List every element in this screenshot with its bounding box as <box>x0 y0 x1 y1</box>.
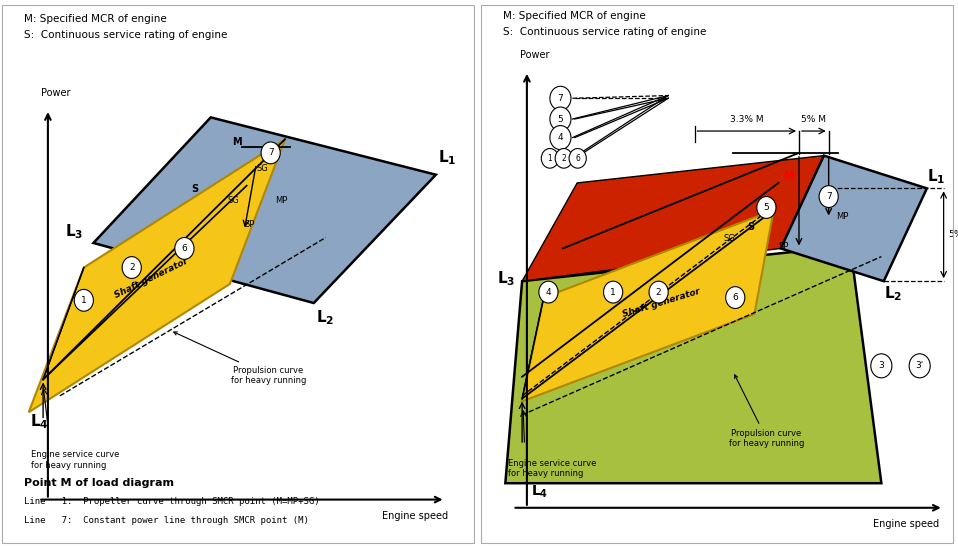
Text: Line   7:  Constant power line through SMCR point (M): Line 7: Constant power line through SMCR… <box>24 516 308 525</box>
Text: Engine service curve
for heavy running: Engine service curve for heavy running <box>31 450 120 470</box>
Text: 6: 6 <box>181 244 188 253</box>
Text: Power: Power <box>519 50 549 60</box>
Circle shape <box>757 197 776 218</box>
Text: Propulsion curve
for heavy running: Propulsion curve for heavy running <box>729 375 804 448</box>
Circle shape <box>541 149 559 168</box>
Text: SP: SP <box>244 221 255 229</box>
Circle shape <box>649 281 669 303</box>
Text: SG: SG <box>227 196 240 205</box>
Text: 5% M: 5% M <box>801 116 827 124</box>
Text: 7: 7 <box>826 192 832 201</box>
Circle shape <box>174 238 194 259</box>
Text: 2: 2 <box>561 154 566 163</box>
Text: $\mathbf{L_2}$: $\mathbf{L_2}$ <box>316 308 334 327</box>
Text: 5: 5 <box>558 115 563 123</box>
Text: Shaft generator: Shaft generator <box>621 287 701 319</box>
Circle shape <box>819 186 838 207</box>
Text: 4: 4 <box>558 133 563 142</box>
Text: $\mathbf{L_2}$: $\mathbf{L_2}$ <box>883 284 902 302</box>
Text: Propulsion curve
for heavy running: Propulsion curve for heavy running <box>173 332 306 385</box>
Text: S:  Continuous service rating of engine: S: Continuous service rating of engine <box>24 30 227 40</box>
Circle shape <box>569 149 586 168</box>
Text: M: M <box>784 171 794 181</box>
Text: $\mathbf{L_4}$: $\mathbf{L_4}$ <box>531 483 548 500</box>
Text: 6: 6 <box>575 154 581 163</box>
Circle shape <box>538 281 558 303</box>
Text: Engine speed: Engine speed <box>381 511 447 520</box>
Circle shape <box>550 107 571 131</box>
Text: $\mathbf{L_3}$: $\mathbf{L_3}$ <box>65 223 83 241</box>
Polygon shape <box>29 139 285 412</box>
Text: SG: SG <box>723 234 736 243</box>
Text: 4: 4 <box>546 288 551 296</box>
Text: S:  Continuous service rating of engine: S: Continuous service rating of engine <box>503 27 706 37</box>
Text: Point M of load diagram: Point M of load diagram <box>24 478 174 488</box>
Text: Power: Power <box>40 88 70 98</box>
Circle shape <box>550 126 571 150</box>
Circle shape <box>261 142 280 164</box>
Text: 6: 6 <box>732 293 739 302</box>
Polygon shape <box>506 246 881 483</box>
Text: SP: SP <box>778 242 788 251</box>
Text: S: S <box>747 222 754 232</box>
Text: 1: 1 <box>80 296 87 305</box>
Circle shape <box>909 354 930 378</box>
Text: 1: 1 <box>610 288 616 296</box>
Text: S: S <box>192 184 198 194</box>
Text: $\mathbf{L_1}$: $\mathbf{L_1}$ <box>438 148 457 167</box>
Circle shape <box>726 287 745 308</box>
Text: Line   1:  Propeller curve through SMCR point (M=MP+SG): Line 1: Propeller curve through SMCR poi… <box>24 497 320 506</box>
Text: SG: SG <box>257 164 268 173</box>
Text: 3.3% M: 3.3% M <box>730 116 764 124</box>
Text: MP: MP <box>835 212 848 221</box>
Text: 5% $L_1$: 5% $L_1$ <box>948 229 958 241</box>
Polygon shape <box>781 156 926 281</box>
Polygon shape <box>522 210 774 401</box>
Circle shape <box>604 281 623 303</box>
Text: M: M <box>232 138 241 147</box>
Text: 3': 3' <box>916 361 924 370</box>
Circle shape <box>556 149 572 168</box>
Text: 3: 3 <box>878 361 884 370</box>
Polygon shape <box>93 117 436 303</box>
Polygon shape <box>522 156 824 281</box>
Text: M: Specified MCR of engine: M: Specified MCR of engine <box>503 11 646 21</box>
Text: $\mathbf{L_1}$: $\mathbf{L_1}$ <box>926 167 946 186</box>
Text: Engine speed: Engine speed <box>873 519 939 529</box>
Circle shape <box>74 289 93 311</box>
Circle shape <box>123 257 142 278</box>
Text: 7: 7 <box>267 149 274 157</box>
Text: MP: MP <box>275 196 287 205</box>
Text: 2: 2 <box>129 263 134 272</box>
Text: $\mathbf{L_3}$: $\mathbf{L_3}$ <box>496 269 514 288</box>
Text: 7: 7 <box>558 94 563 103</box>
Text: 5: 5 <box>764 203 769 212</box>
Circle shape <box>550 86 571 110</box>
Text: $\mathbf{L_4}$: $\mathbf{L_4}$ <box>30 412 49 431</box>
Text: Shaft generator: Shaft generator <box>113 257 189 300</box>
Text: M: Specified MCR of engine: M: Specified MCR of engine <box>24 14 167 23</box>
Text: 2: 2 <box>656 288 661 296</box>
Text: Engine service curve
for heavy running: Engine service curve for heavy running <box>508 459 596 478</box>
Text: 1: 1 <box>548 154 552 163</box>
Circle shape <box>871 354 892 378</box>
